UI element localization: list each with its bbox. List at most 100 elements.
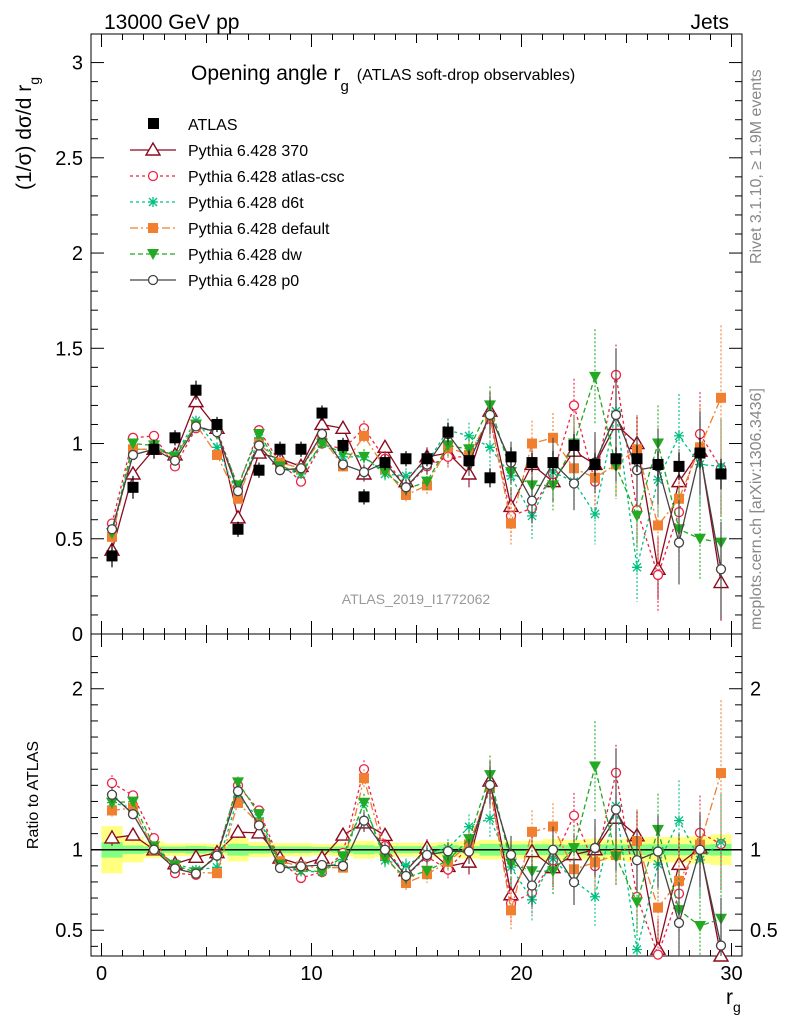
ratio-point-pythia-6-428-p0 xyxy=(568,877,580,888)
ratio-point-pythia-6-428-p0 xyxy=(400,870,412,882)
data-point-atlas xyxy=(463,455,475,467)
x-tick-label: 30 xyxy=(720,963,742,985)
ratio-point-pythia-6-428-p0 xyxy=(127,809,139,820)
point-pythia-6-428-default xyxy=(359,430,369,441)
point-pythia-6-428-dw xyxy=(358,451,370,463)
point-pythia-6-428-370 xyxy=(229,509,247,524)
point-pythia-6-428-d6t xyxy=(401,470,411,481)
side-mcplots-label: mcplots.cern.ch [arXiv:1306.3436] xyxy=(748,388,765,630)
ratio-point-pythia-6-428-p0 xyxy=(421,849,433,861)
point-pythia-6-428-dw xyxy=(421,476,433,488)
ratio-point-pythia-6-428-d6t xyxy=(590,891,600,902)
series-line-pythia-6-428-p0 xyxy=(111,413,722,570)
ratio-point-pythia-6-428-dw xyxy=(589,761,601,773)
legend-label-pythia-6-428-dw: Pythia 6.428 dw xyxy=(188,247,302,264)
ratio-point-pythia-6-428-p0 xyxy=(631,855,643,866)
data-point-atlas xyxy=(505,451,517,463)
ratio-point-pythia-6-428-p0 xyxy=(358,815,370,826)
point-pythia-6-428-d6t xyxy=(485,442,495,453)
legend-label-pythia-6-428-default: Pythia 6.428 default xyxy=(188,221,330,238)
ratio-point-pythia-6-428-dw xyxy=(106,797,118,809)
legend-marker-pythia-6-428-default xyxy=(148,223,158,233)
ratio-point-pythia-6-428-p0 xyxy=(694,844,706,855)
ratio-point-pythia-6-428-p0 xyxy=(463,846,475,857)
data-point-atlas xyxy=(106,550,118,562)
point-pythia-6-428-atlas-csc xyxy=(652,569,664,581)
data-point-atlas xyxy=(568,439,580,451)
series-line-pythia-6-428-d6t xyxy=(111,411,722,568)
ratio-point-pythia-6-428-default xyxy=(674,875,684,886)
data-point-atlas xyxy=(169,432,181,444)
ratio-point-pythia-6-428-dw xyxy=(568,843,580,855)
point-pythia-6-428-dw xyxy=(442,440,454,452)
point-pythia-6-428-d6t xyxy=(212,442,222,453)
point-pythia-6-428-default xyxy=(716,392,726,403)
main-data-layer xyxy=(103,325,730,621)
point-pythia-6-428-p0 xyxy=(127,449,139,461)
ratio-point-pythia-6-428-p0 xyxy=(589,842,601,854)
ratio-point-pythia-6-428-p0 xyxy=(484,779,496,791)
point-pythia-6-428-p0 xyxy=(715,564,727,575)
data-point-atlas xyxy=(211,418,223,430)
point-pythia-6-428-p0 xyxy=(400,482,412,493)
point-pythia-6-428-default xyxy=(653,520,663,531)
ratio-plot-panel: 0 10 20 30 0.5 0.5 1 1 2 2 Ratio to ATLAS rg xyxy=(25,633,778,1015)
data-point-atlas xyxy=(484,472,496,484)
point-pythia-6-428-default xyxy=(506,518,516,529)
ratio-point-pythia-6-428-p0 xyxy=(652,846,664,857)
ratio-point-pythia-6-428-p0 xyxy=(715,940,727,951)
legend-marker-pythia-6-428-dw xyxy=(147,249,159,260)
ratio-point-pythia-6-428-p0 xyxy=(673,917,685,929)
point-pythia-6-428-p0 xyxy=(337,459,349,470)
header-collision-label: 13000 GeV pp xyxy=(104,11,239,34)
ratio-tick-label-right: 1 xyxy=(750,840,761,862)
data-point-atlas xyxy=(652,458,664,470)
main-plot-panel: 00.511.522.53 Opening angle rg(ATLAS sof… xyxy=(13,33,743,646)
ratio-point-pythia-6-428-d6t xyxy=(212,862,222,873)
ratio-point-pythia-6-428-p0 xyxy=(379,844,391,855)
ratio-point-pythia-6-428-p0 xyxy=(211,850,223,861)
data-point-atlas xyxy=(589,458,601,470)
data-point-atlas xyxy=(547,457,559,469)
legend-label-atlas: ATLAS xyxy=(188,117,238,134)
point-pythia-6-428-p0 xyxy=(295,463,307,474)
point-pythia-6-428-p0 xyxy=(106,524,118,535)
point-pythia-6-428-p0 xyxy=(484,409,496,421)
series-line-pythia-6-428-atlas-csc xyxy=(111,374,722,578)
point-pythia-6-428-default xyxy=(233,493,243,504)
point-pythia-6-428-atlas-csc xyxy=(148,430,160,442)
ratio-point-pythia-6-428-dw xyxy=(694,921,706,933)
point-pythia-6-428-atlas-csc xyxy=(568,400,580,411)
ratio-tick-label-right: 0.5 xyxy=(750,920,778,942)
point-pythia-6-428-dw xyxy=(316,438,328,450)
ratio-line-pythia-6-428-dw xyxy=(111,766,722,927)
legend-marker-pythia-6-428-atlas-csc xyxy=(147,170,159,182)
y-tick-label: 1.5 xyxy=(55,338,83,360)
ratio-point-pythia-6-428-p0 xyxy=(190,868,202,879)
y-axis-label: (1/σ) dσ/d rg xyxy=(13,77,42,190)
y-tick-label: 1 xyxy=(72,434,83,456)
data-point-atlas xyxy=(295,443,307,455)
point-pythia-6-428-default xyxy=(527,438,537,449)
point-pythia-6-428-dw xyxy=(631,510,643,522)
legend-marker-atlas xyxy=(148,118,159,129)
side-rivet-label: Rivet 3.1.10, ≥ 1.9M events xyxy=(748,69,765,264)
ratio-point-pythia-6-428-dw xyxy=(442,855,454,867)
ratio-point-pythia-6-428-p0 xyxy=(169,863,181,874)
point-pythia-6-428-d6t xyxy=(590,509,600,519)
ratio-point-pythia-6-428-dw xyxy=(379,853,391,865)
ratio-point-pythia-6-428-p0 xyxy=(253,820,265,831)
ratio-point-pythia-6-428-default xyxy=(107,805,117,816)
ratio-point-pythia-6-428-atlas-csc xyxy=(652,949,664,960)
point-pythia-6-428-d6t xyxy=(632,562,642,573)
legend-label-pythia-6-428-atlas-csc: Pythia 6.428 atlas-csc xyxy=(188,169,345,186)
data-point-atlas xyxy=(316,407,328,419)
ratio-point-pythia-6-428-p0 xyxy=(337,860,349,872)
legend-marker-pythia-6-428-370 xyxy=(144,141,162,156)
ratio-point-pythia-6-428-dw xyxy=(421,865,433,877)
point-pythia-6-428-default xyxy=(674,493,684,504)
main-title-sub: g xyxy=(340,78,348,95)
series-line-pythia-6-428-dw xyxy=(111,374,722,544)
y-tick-label: 3 xyxy=(72,53,83,75)
